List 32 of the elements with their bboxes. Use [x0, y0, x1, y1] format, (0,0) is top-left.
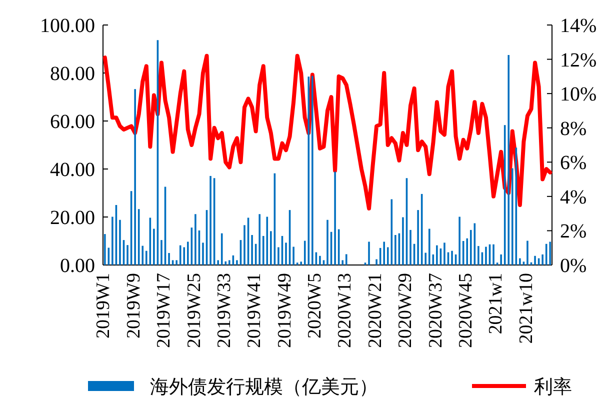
x-tick-label: 2020W29 — [395, 273, 416, 348]
y2-tick-label: 0% — [560, 255, 587, 277]
x-tick-label: 2019W33 — [214, 273, 235, 348]
y2-tick-label: 12% — [560, 49, 597, 72]
line-series — [102, 54, 552, 210]
y2-tick-label: 6% — [560, 152, 587, 174]
x-tick-label: 2020W13 — [334, 273, 356, 348]
x-tick-label: 2019W17 — [154, 273, 175, 348]
x-tick-label: 2020W21 — [364, 273, 386, 348]
legend-label: 海外债发行规模（亿美元） — [150, 376, 378, 398]
y2-tick-label: 10% — [560, 84, 597, 106]
legend-label: 利率 — [534, 376, 572, 398]
y2-tick-label: 4% — [560, 186, 587, 208]
y-tick-label: 80.00 — [50, 63, 95, 85]
x-tick-label: 2020W45 — [455, 273, 476, 348]
x-tick-label: 2019W25 — [184, 273, 205, 348]
y2-tick-label: 8% — [560, 118, 587, 140]
x-tick-label: 2020W37 — [425, 273, 446, 348]
y-tick-label: 60.00 — [50, 111, 95, 133]
y2-tick-label: 2% — [560, 220, 587, 243]
y-tick-label: 100.00 — [40, 15, 95, 37]
x-tick-label: 2021w10 — [516, 273, 537, 344]
x-tick-label: 2019W1 — [93, 273, 114, 338]
y-tick-label: 0.00 — [60, 255, 95, 277]
x-tick-label: 2019W49 — [274, 273, 296, 348]
y-tick-label: 40.00 — [50, 159, 95, 181]
x-tick-label: 2021w1 — [486, 273, 507, 334]
y2-tick-label: 14% — [560, 15, 597, 37]
y-tick-label: 20.00 — [50, 207, 95, 229]
x-tick-label: 2019W41 — [244, 273, 266, 348]
x-tick-label: 2020W5 — [304, 273, 326, 338]
x-tick-label: 2019W9 — [123, 273, 144, 338]
